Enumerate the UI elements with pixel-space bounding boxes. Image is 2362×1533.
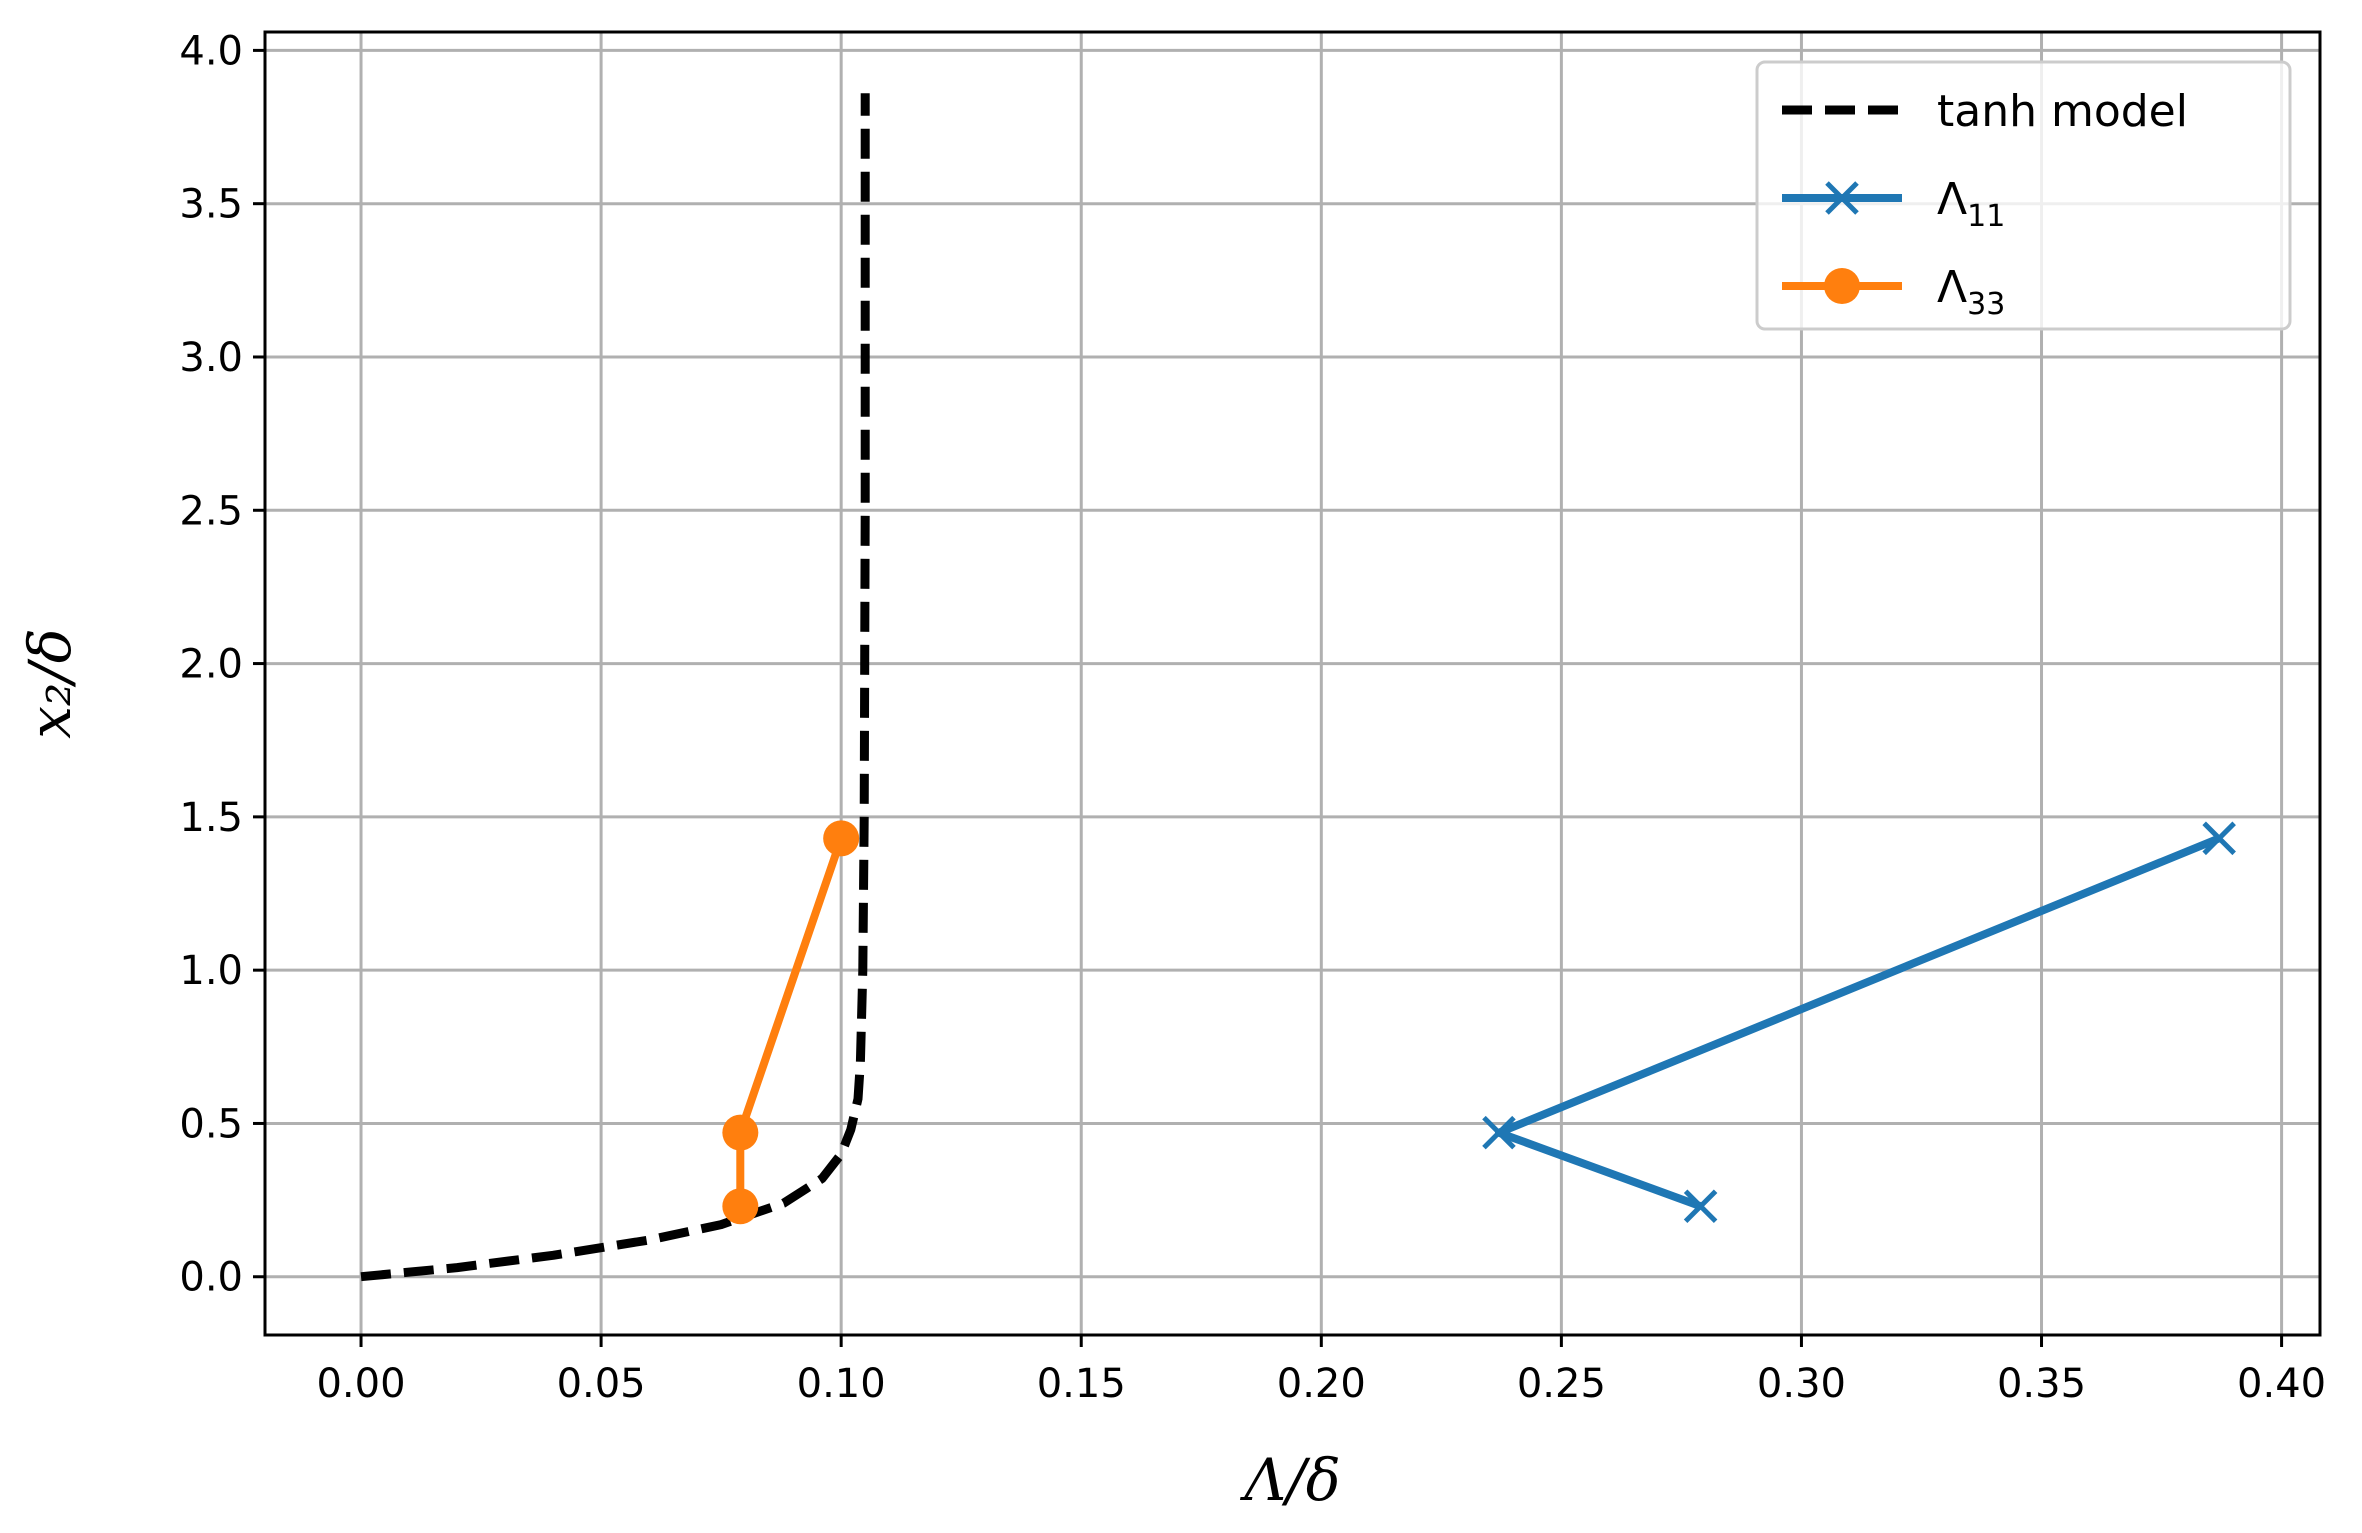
- y-tick-label: 0.0: [179, 1255, 243, 1301]
- series-0: [360, 93, 870, 1282]
- y-tick-label: 2.0: [179, 642, 243, 688]
- x-tick-label: 0.20: [1277, 1361, 1366, 1407]
- legend: tanh model Λ11 Λ33: [1755, 60, 2292, 331]
- x-tick-label: 0.00: [316, 1361, 405, 1407]
- series-layer: [360, 93, 2236, 1282]
- data-point: [1482, 1115, 1516, 1150]
- series-2: [722, 820, 860, 1225]
- y-tick-label: 0.5: [179, 1101, 243, 1147]
- legend-item: Λ11: [1782, 174, 2005, 234]
- x-tick-label: 0.15: [1037, 1361, 1126, 1407]
- legend-label: tanh model: [1937, 86, 2188, 137]
- y-tick-label: 3.0: [179, 335, 243, 381]
- x-tick-label: 0.10: [797, 1361, 886, 1407]
- data-point: [2202, 821, 2236, 856]
- y-tick-label: 1.0: [179, 948, 243, 994]
- x-tick-label: 0.40: [2237, 1361, 2326, 1407]
- legend-item: tanh model: [1782, 86, 2188, 137]
- y-tick-label: 1.5: [179, 795, 243, 841]
- y-tick-label: 3.5: [179, 182, 243, 228]
- y-tick-label: 4.0: [179, 28, 243, 74]
- x-tick-label: 0.25: [1517, 1361, 1606, 1407]
- legend-box: [1755, 60, 2292, 331]
- legend-item: Λ33: [1782, 262, 2005, 322]
- x-tick-label: 0.05: [557, 1361, 646, 1407]
- y-axis-label: x₂/δ: [16, 628, 84, 738]
- data-point: [722, 1114, 759, 1151]
- data-point: [722, 1188, 759, 1225]
- legend-marker: [1825, 181, 1859, 215]
- data-point: [1683, 1189, 1718, 1223]
- x-tick-label: 0.30: [1757, 1361, 1846, 1407]
- data-point: [823, 820, 860, 857]
- plot-frame: [263, 30, 2322, 1337]
- series-line: [736, 837, 845, 1207]
- x-tick-label: 0.35: [1997, 1361, 2086, 1407]
- legend-label: Λ11: [1937, 174, 2005, 234]
- y-tick-label: 2.5: [179, 488, 243, 534]
- grid: [265, 32, 2320, 1335]
- axis-ticks: 0.00 0.05 0.10 0.15 0.20 0.25 0.30 0.35 0.40 0.0 0…: [179, 28, 2326, 1407]
- series-line: [360, 93, 870, 1282]
- x-axis-label: Λ/δ: [1239, 1446, 1340, 1514]
- legend-label: Λ33: [1937, 262, 2005, 322]
- series-line: [1495, 834, 2221, 1210]
- legend-marker: [1824, 268, 1860, 304]
- series-1: [1482, 821, 2236, 1223]
